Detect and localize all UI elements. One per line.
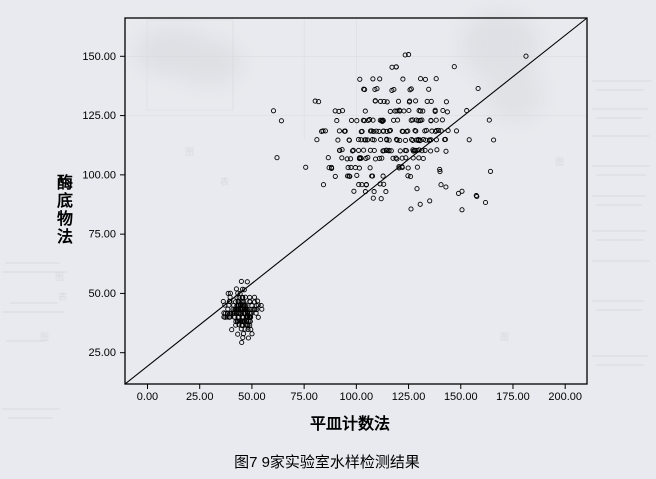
svg-text:法: 法 xyxy=(57,227,73,246)
svg-text:75.00: 75.00 xyxy=(88,229,116,241)
svg-text:图: 图 xyxy=(500,332,509,342)
svg-text:75.00: 75.00 xyxy=(290,391,318,403)
svg-text:25.00: 25.00 xyxy=(186,391,214,403)
svg-text:125.00: 125.00 xyxy=(82,110,116,122)
svg-text:100.00: 100.00 xyxy=(82,169,116,181)
svg-text:50.00: 50.00 xyxy=(88,288,116,300)
svg-text:表: 表 xyxy=(220,176,229,187)
svg-text:物: 物 xyxy=(57,209,73,228)
svg-text:底: 底 xyxy=(57,191,73,210)
svg-text:125.00: 125.00 xyxy=(392,391,426,403)
svg-text:50.00: 50.00 xyxy=(238,391,266,403)
svg-text:0.00: 0.00 xyxy=(137,391,158,403)
svg-text:200.00: 200.00 xyxy=(548,391,582,403)
svg-text:图: 图 xyxy=(555,157,564,167)
svg-text:平皿计数法: 平皿计数法 xyxy=(310,414,390,433)
svg-text:100.00: 100.00 xyxy=(340,391,374,403)
svg-text:图: 图 xyxy=(185,147,194,157)
svg-text:175.00: 175.00 xyxy=(496,391,530,403)
svg-text:酶: 酶 xyxy=(57,173,73,192)
svg-text:25.00: 25.00 xyxy=(88,347,116,359)
svg-text:150.00: 150.00 xyxy=(82,51,116,63)
svg-text:图7 9家实验室水样检测结果: 图7 9家实验室水样检测结果 xyxy=(234,454,420,471)
svg-text:表: 表 xyxy=(58,291,67,302)
svg-text:图: 图 xyxy=(55,272,64,282)
svg-text:150.00: 150.00 xyxy=(444,391,478,403)
